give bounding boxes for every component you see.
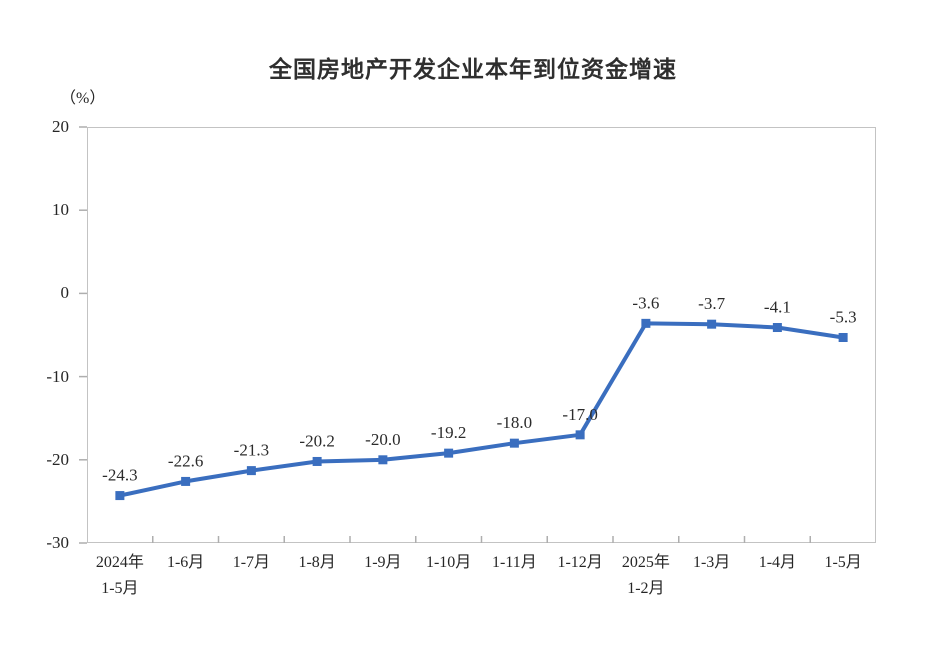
series-line [117, 321, 846, 498]
data-point-marker [246, 466, 256, 476]
x-tick-label: 2025年 1-2月 [621, 554, 670, 597]
x-tick-label: 1-9月 [364, 554, 402, 571]
data-point-label: -19.2 [431, 423, 466, 442]
data-point-label: -4.1 [764, 298, 791, 317]
data-point-label: -24.3 [102, 466, 137, 485]
y-axis-unit-label: （%） [60, 90, 106, 107]
y-tick-label: -30 [46, 533, 69, 552]
y-tick-label: 10 [52, 200, 69, 220]
y-tick-label: 0 [60, 283, 70, 303]
data-point-marker [378, 455, 388, 465]
x-tick-label: 1-11月 [492, 554, 537, 571]
x-tick-label: 1-4月 [758, 554, 797, 571]
y-tick-label: -10 [46, 366, 69, 386]
data-point-marker [641, 318, 651, 328]
data-point-label: -3.7 [698, 294, 725, 313]
data-point-marker [838, 332, 848, 342]
data-point-label: -18.0 [497, 413, 532, 432]
data-point-marker [181, 476, 191, 486]
x-tick-label: 1-3月 [692, 554, 731, 571]
data-point-label: -5.3 [830, 307, 857, 326]
x-tick-label: 1-6月 [166, 554, 205, 571]
data-point-marker [509, 438, 519, 448]
x-tick-label: 1-8月 [298, 554, 336, 571]
data-point-marker [115, 491, 125, 501]
data-point-marker [575, 430, 585, 440]
x-tick-label: 2024年 1-5月 [95, 554, 144, 597]
data-point-marker [707, 319, 717, 329]
data-point-label: -22.6 [168, 451, 203, 470]
x-tick-label: 1-12月 [557, 554, 603, 571]
x-tick-label: 1-10月 [425, 554, 472, 571]
data-point-label: -3.6 [632, 293, 659, 312]
data-point-label: -21.3 [234, 441, 269, 460]
data-point-label: -20.2 [299, 431, 334, 450]
chart-title: 全国房地产开发企业本年到位资金增速 [269, 56, 677, 82]
data-point-label: -20.0 [365, 430, 400, 449]
x-tick-label: 1-7月 [232, 554, 271, 571]
x-tick-label: 1-5月 [824, 554, 862, 571]
data-point-label: -17.0 [562, 405, 597, 424]
chart-canvas: -24.3 -22.6 -21.3 -20.2 -20.0 -19.2 -18.0 -17.0… [79, 126, 857, 544]
data-point-marker [312, 456, 322, 466]
data-point-marker [444, 448, 454, 458]
y-tick-label: 20 [52, 117, 69, 136]
data-point-marker [772, 323, 782, 333]
plot-area [87, 127, 876, 543]
y-tick-label: -20 [46, 449, 69, 469]
